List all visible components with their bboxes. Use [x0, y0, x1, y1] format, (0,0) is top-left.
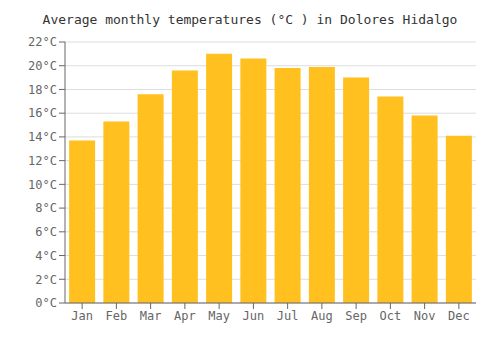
svg-text:6°C: 6°C: [35, 225, 57, 239]
svg-text:Mar: Mar: [140, 309, 162, 323]
svg-text:2°C: 2°C: [35, 273, 57, 287]
svg-text:Dec: Dec: [448, 309, 470, 323]
svg-text:12°C: 12°C: [28, 154, 57, 168]
svg-text:Sep: Sep: [345, 309, 367, 323]
svg-text:18°C: 18°C: [28, 83, 57, 97]
html-text:Average monthly temperatures (: Average monthly temperatures (°C ) in Do…: [42, 12, 458, 27]
svg-text:Jan: Jan: [71, 309, 93, 323]
svg-text:22°C: 22°C: [28, 35, 57, 49]
svg-text:Oct: Oct: [380, 309, 402, 323]
svg-text:Apr: Apr: [174, 309, 196, 323]
svg-text:16°C: 16°C: [28, 106, 57, 120]
svg-text:Feb: Feb: [106, 309, 128, 323]
svg-text:Nov: Nov: [414, 309, 436, 323]
svg-text:May: May: [208, 309, 230, 323]
svg-text:20°C: 20°C: [28, 59, 57, 73]
svg-text:10°C: 10°C: [28, 178, 57, 192]
svg-text:4°C: 4°C: [35, 249, 57, 263]
svg-text:Jun: Jun: [243, 309, 265, 323]
svg-text:0°C: 0°C: [35, 296, 57, 310]
svg-text:8°C: 8°C: [35, 201, 57, 215]
svg-text:Aug: Aug: [311, 309, 333, 323]
svg-text:14°C: 14°C: [28, 130, 57, 144]
svg-text:Jul: Jul: [277, 309, 299, 323]
